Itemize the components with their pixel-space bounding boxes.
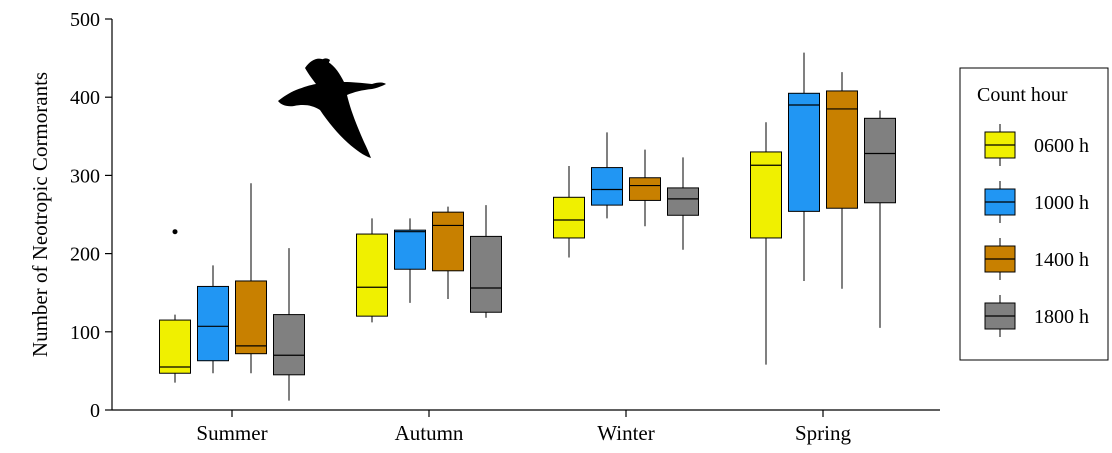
y-tick-label: 400 [70, 87, 100, 109]
cormorant-silhouette [278, 58, 386, 158]
box-body [432, 211, 464, 272]
box-0600-h-summer [159, 229, 191, 383]
box-body [788, 92, 820, 212]
box-body [629, 177, 661, 201]
box-1800-h-autumn [470, 205, 502, 318]
axes: 0 100 200 300 400 500 Number of Neotropic Corm… [28, 9, 940, 445]
y-tick-label: 200 [70, 244, 100, 266]
x-tick-label: Summer [196, 421, 267, 445]
box-1000-h-summer [197, 265, 229, 374]
box-1400-h-spring [826, 72, 858, 289]
box-body [394, 229, 426, 270]
box-1800-h-winter [667, 157, 699, 250]
box-1800-h-spring [864, 110, 896, 328]
box-1400-h-summer [235, 183, 267, 374]
legend-item: 1800 h [984, 295, 1089, 337]
y-tick-label: 100 [70, 322, 100, 344]
x-tick-label: Winter [597, 421, 654, 445]
box-0600-h-spring [750, 122, 782, 365]
legend-item: 1000 h [984, 181, 1089, 223]
box-body [553, 196, 585, 239]
legend-label: 1000 h [1034, 192, 1089, 214]
box-1400-h-winter [629, 149, 661, 227]
box-body [356, 233, 388, 317]
box-1800-h-summer [273, 248, 305, 401]
x-tick-label: Spring [795, 421, 852, 445]
box-body [591, 167, 623, 206]
box-1000-h-winter [591, 132, 623, 219]
box-body [826, 90, 858, 209]
legend-item: 0600 h [984, 124, 1089, 166]
legend-item: 1400 h [984, 238, 1089, 280]
box-0600-h-winter [553, 166, 585, 258]
y-tick-label: 300 [70, 165, 100, 187]
box-1400-h-autumn [432, 206, 464, 299]
y-tick-label: 0 [90, 400, 100, 422]
legend-label: 0600 h [1034, 135, 1089, 157]
box-body [273, 314, 305, 376]
legend-label: 1400 h [1034, 249, 1089, 271]
box-body [667, 187, 699, 216]
legend: Count hour 0600 h 1000 h 1400 h 1800 h [959, 67, 1109, 361]
outlier-point [172, 229, 178, 235]
y-tick-label: 500 [70, 9, 100, 31]
legend-title: Count hour [977, 84, 1068, 106]
y-axis-label: Number of Neotropic Cormorants [28, 72, 52, 357]
box-body [750, 151, 782, 239]
box-1000-h-spring [788, 52, 820, 281]
box-body [235, 280, 267, 355]
box-body [197, 285, 229, 362]
box-body [470, 235, 502, 313]
box-0600-h-autumn [356, 218, 388, 323]
x-tick-label: Autumn [395, 421, 464, 445]
boxes-layer [159, 52, 896, 401]
box-body [159, 319, 191, 374]
box-1000-h-autumn [394, 218, 426, 303]
legend-label: 1800 h [1034, 306, 1089, 328]
box-body [864, 117, 896, 204]
